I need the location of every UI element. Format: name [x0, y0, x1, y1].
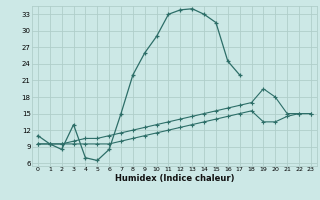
X-axis label: Humidex (Indice chaleur): Humidex (Indice chaleur) — [115, 174, 234, 183]
